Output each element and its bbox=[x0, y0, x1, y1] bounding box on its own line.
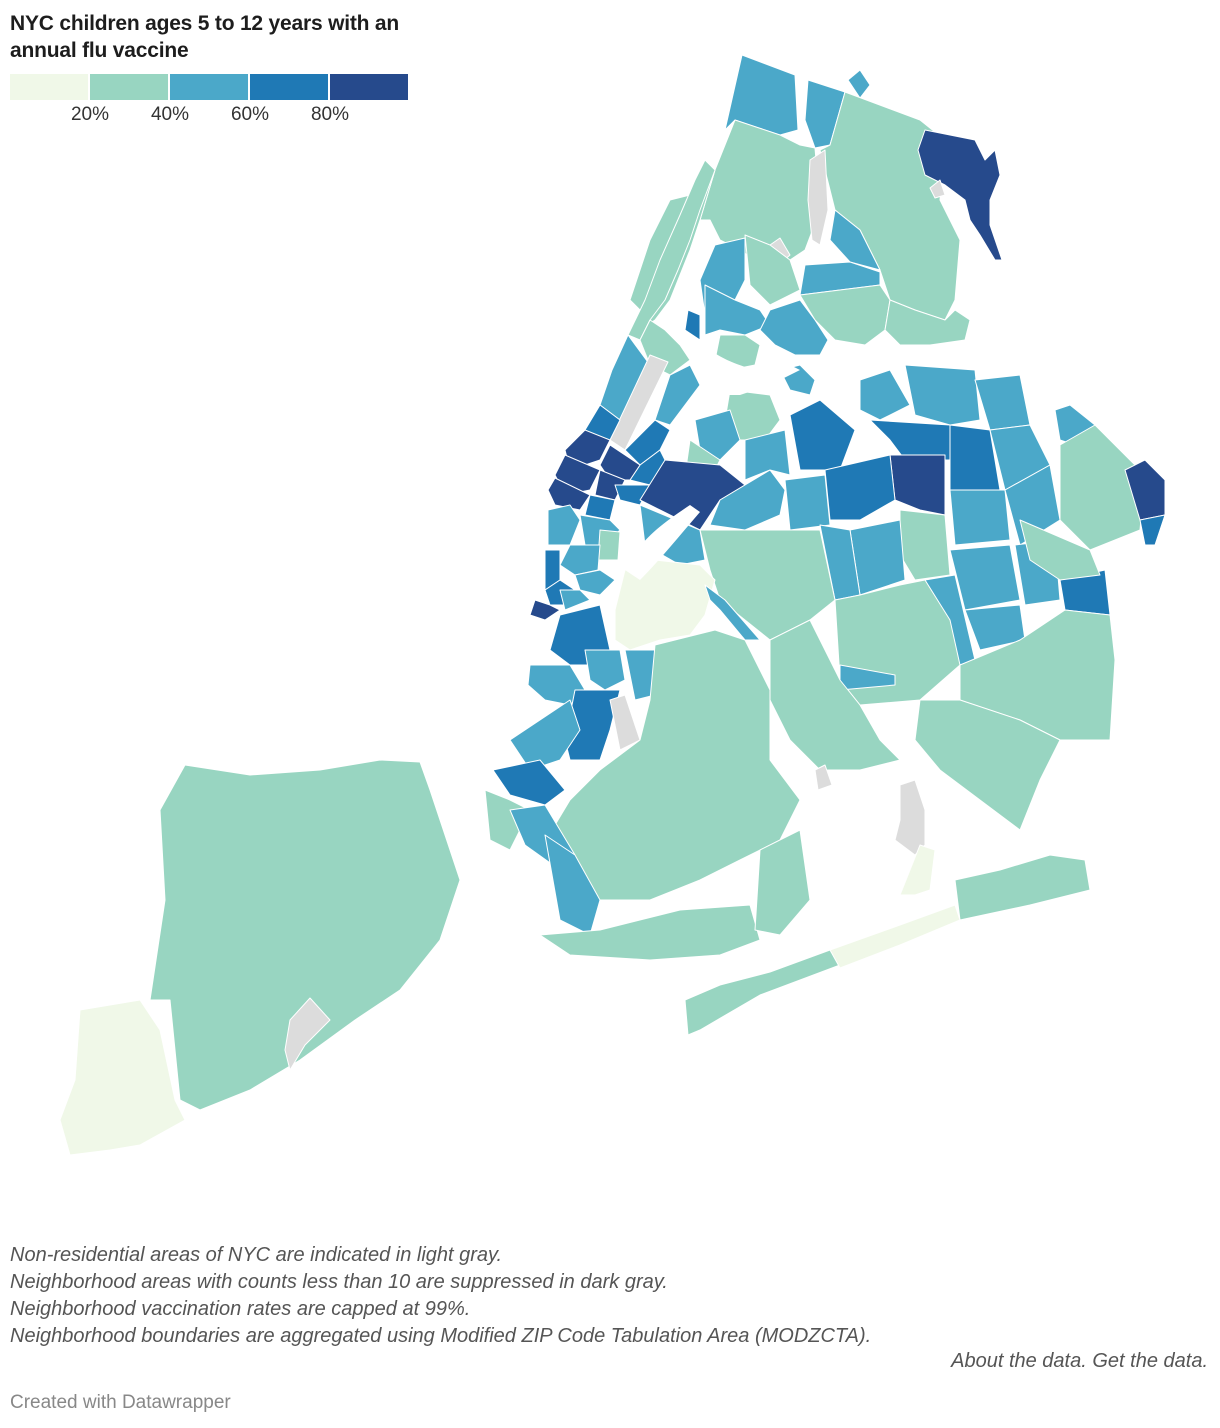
chart-title: NYC children ages 5 to 12 years with an … bbox=[10, 12, 400, 62]
rockaways[interactable] bbox=[684, 854, 1091, 1036]
color-legend: 20% 40% 60% 80% bbox=[10, 74, 410, 134]
legend-label-40: 40% bbox=[150, 104, 190, 125]
brooklyn[interactable] bbox=[484, 559, 833, 961]
legend-label-20: 20% bbox=[70, 104, 110, 125]
legend-segment-20-40 bbox=[90, 74, 168, 100]
data-links: About the data. Get the data. bbox=[951, 1350, 1208, 1373]
manhattan[interactable] bbox=[529, 159, 716, 621]
queens[interactable] bbox=[639, 364, 1166, 831]
note-boundaries: Neighborhood boundaries are aggregated u… bbox=[10, 1325, 872, 1347]
notes-block: Non-residential areas of NYC are indicat… bbox=[10, 1242, 1210, 1350]
note-non-residential: Non-residential areas of NYC are indicat… bbox=[10, 1244, 503, 1266]
legend-label-60: 60% bbox=[230, 104, 270, 125]
legend-segment-0-20 bbox=[10, 74, 88, 100]
legend-labels: 20% 40% 60% 80% bbox=[10, 104, 410, 128]
legend-segment-80-100 bbox=[330, 74, 408, 100]
legend-segment-40-60 bbox=[170, 74, 248, 100]
legend-bar bbox=[10, 74, 408, 100]
about-the-data-link[interactable]: About the data. bbox=[951, 1350, 1087, 1372]
staten-island[interactable] bbox=[59, 759, 461, 1156]
jamaica-bay bbox=[894, 779, 936, 896]
water bbox=[625, 345, 800, 580]
get-the-data-link[interactable]: Get the data. bbox=[1092, 1350, 1208, 1372]
datawrapper-credit[interactable]: Created with Datawrapper bbox=[10, 1392, 231, 1413]
note-suppressed: Neighborhood areas with counts less than… bbox=[10, 1271, 668, 1293]
legend-segment-60-80 bbox=[250, 74, 328, 100]
legend-label-80: 80% bbox=[310, 104, 350, 125]
nyc-choropleth-map[interactable] bbox=[0, 0, 1220, 1200]
note-capped: Neighborhood vaccination rates are cappe… bbox=[10, 1298, 471, 1320]
